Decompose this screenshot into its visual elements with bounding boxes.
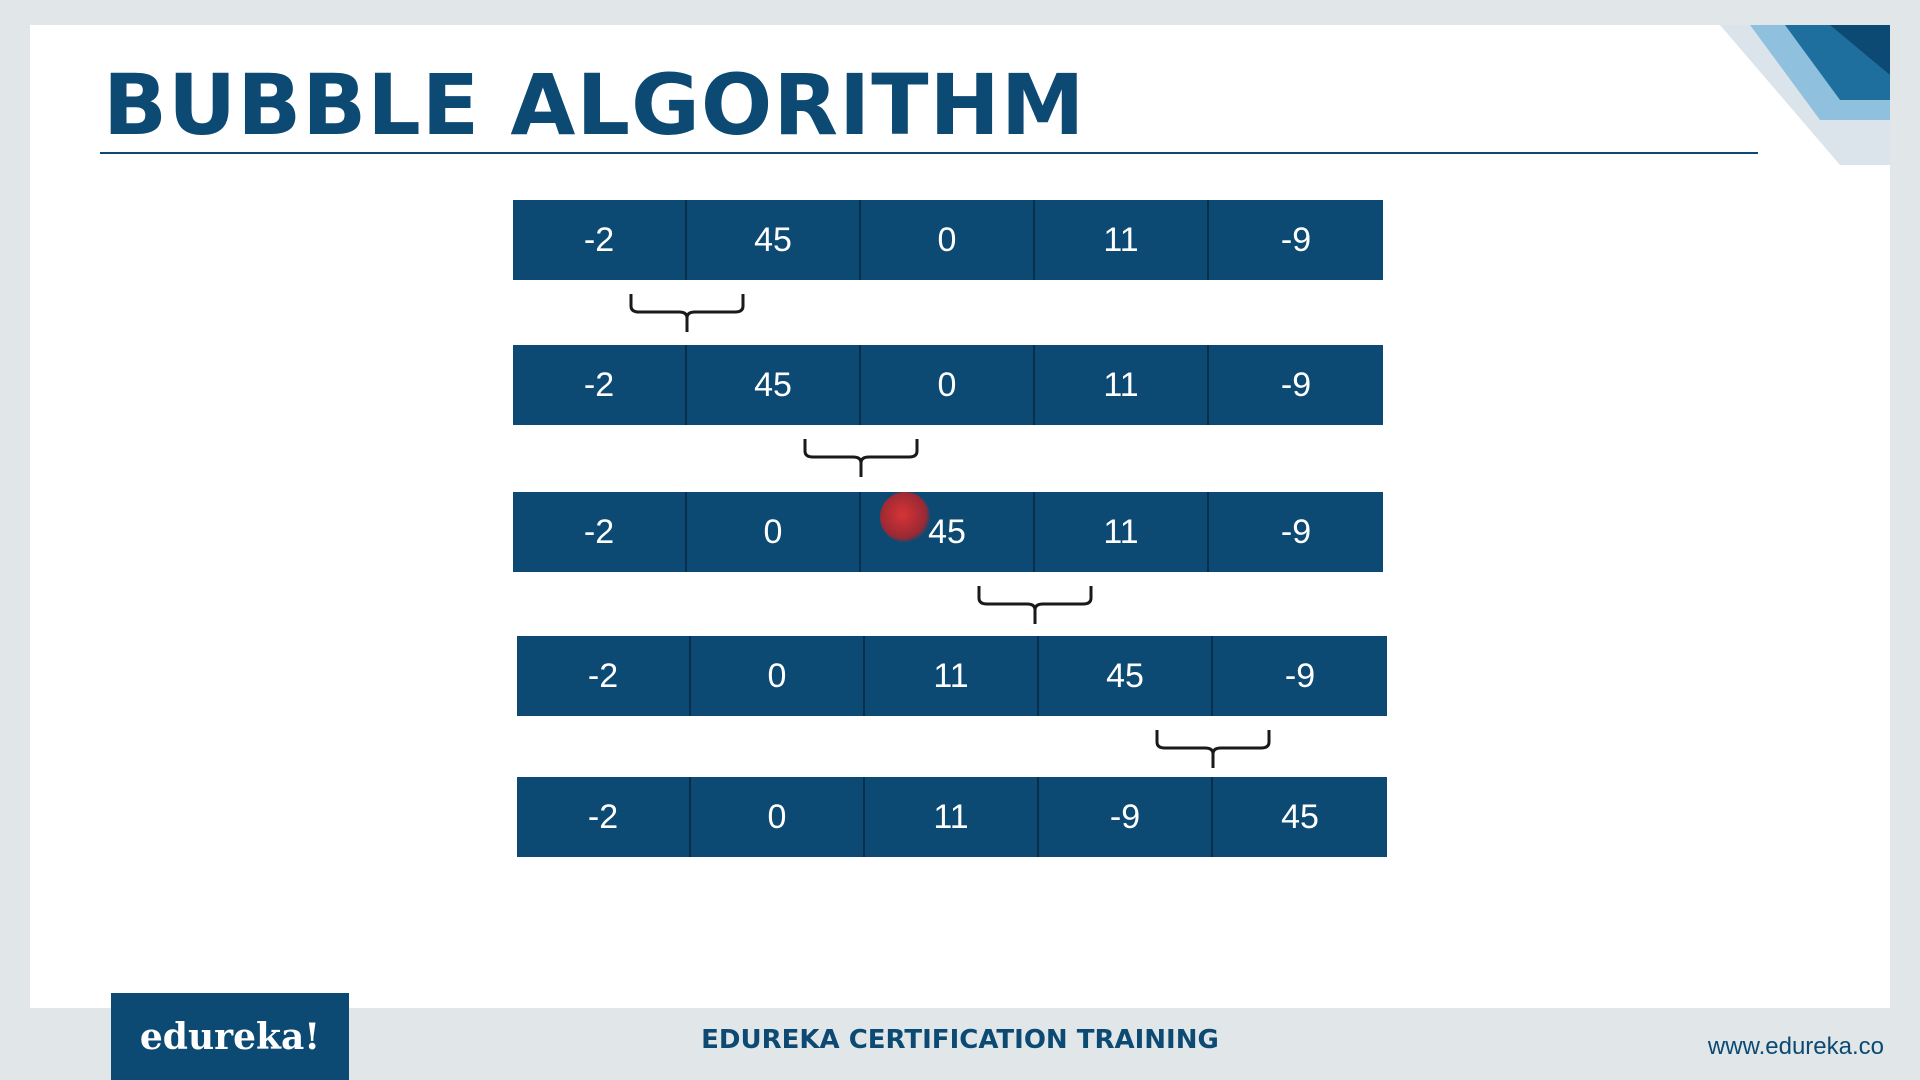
comparison-brace — [629, 294, 745, 332]
footer-title: EDUREKA CERTIFICATION TRAINING — [701, 1025, 1219, 1055]
corner-decoration — [1720, 25, 1890, 165]
array-cell: -9 — [1209, 345, 1383, 425]
array-row: -2 0 11 -9 45 — [517, 777, 1387, 857]
edureka-logo: edureka! — [111, 993, 349, 1080]
array-cell: 11 — [865, 636, 1039, 716]
array-cell: -9 — [1209, 492, 1383, 572]
array-cell: -9 — [1039, 777, 1213, 857]
array-cell: 45 — [687, 200, 861, 280]
array-row: -2 45 0 11 -9 — [513, 200, 1383, 280]
page-title: BUBBLE ALGORITHM — [103, 56, 1086, 154]
array-cell: 45 — [1213, 777, 1387, 857]
array-cell: 11 — [1035, 345, 1209, 425]
array-cell: 11 — [1035, 200, 1209, 280]
array-row: -2 0 11 45 -9 — [517, 636, 1387, 716]
array-cell: -2 — [517, 636, 691, 716]
array-cell: -2 — [513, 345, 687, 425]
array-cell: -2 — [513, 200, 687, 280]
array-cell: -9 — [1213, 636, 1387, 716]
array-cell: 45 — [1039, 636, 1213, 716]
footer-url: www.edureka.co — [1707, 1033, 1884, 1060]
array-cell: -2 — [513, 492, 687, 572]
array-cell: 11 — [865, 777, 1039, 857]
array-row: -2 45 0 11 -9 — [513, 345, 1383, 425]
comparison-brace — [977, 586, 1093, 624]
array-cell: 0 — [691, 777, 865, 857]
array-cell: 0 — [691, 636, 865, 716]
array-cell: 0 — [861, 200, 1035, 280]
slide: BUBBLE ALGORITHM -2 45 0 11 -9 -2 45 0 11 -9 -2 0 45… — [30, 25, 1890, 1008]
array-row: -2 0 45 11 -9 — [513, 492, 1383, 572]
title-divider — [100, 152, 1758, 154]
array-cell: 45 — [687, 345, 861, 425]
array-rows: -2 45 0 11 -9 -2 45 0 11 -9 -2 0 45 11 -9 -2 0 11 45 -9 -2 0 1… — [30, 25, 1890, 1008]
comparison-brace — [803, 439, 919, 477]
cursor-pointer — [880, 492, 930, 542]
array-cell: -2 — [517, 777, 691, 857]
array-cell: 0 — [861, 345, 1035, 425]
array-cell: 0 — [687, 492, 861, 572]
comparison-brace — [1155, 730, 1271, 768]
array-cell: 11 — [1035, 492, 1209, 572]
array-cell: -9 — [1209, 200, 1383, 280]
